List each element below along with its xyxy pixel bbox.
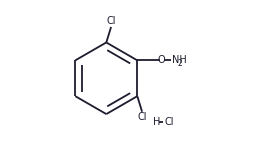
Text: Cl: Cl [137,112,147,122]
Text: NH: NH [171,55,186,65]
Text: O: O [158,55,166,65]
Text: H: H [153,117,160,127]
Text: Cl: Cl [106,16,116,26]
Text: 2: 2 [177,59,182,68]
Text: Cl: Cl [165,117,174,127]
